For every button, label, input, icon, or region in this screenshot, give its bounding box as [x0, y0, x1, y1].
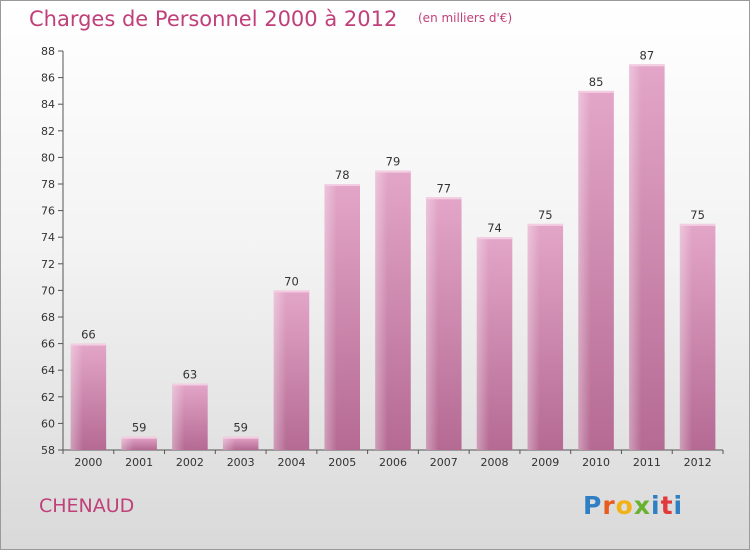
y-tick-label: 58 — [41, 444, 55, 457]
bar-highlight — [273, 290, 287, 450]
data-label: 75 — [690, 208, 705, 222]
x-tick-label: 2009 — [531, 456, 559, 469]
bar-top-edge — [679, 223, 716, 226]
bar-highlight — [121, 436, 134, 450]
y-tick-label: 60 — [41, 417, 55, 430]
x-tick-label: 2002 — [176, 456, 204, 469]
logo-letter: P — [583, 491, 603, 520]
y-tick-label: 74 — [41, 231, 55, 244]
bars — [70, 64, 716, 451]
chart-title: Charges de Personnel 2000 à 2012 (en mil… — [29, 7, 512, 35]
bar-top-edge — [324, 184, 360, 186]
bar-top-edge — [426, 197, 462, 200]
data-label: 78 — [335, 168, 350, 182]
y-tick-label: 84 — [41, 98, 55, 111]
bar-top-edge — [578, 90, 614, 93]
data-labels: 66 59 63 59 70 78 79 77 74 75 85 87 75 — [81, 48, 705, 434]
logo-letter: t — [660, 491, 674, 520]
chart-subtitle: (en milliers d'€) — [418, 11, 513, 25]
x-tick-label: 2001 — [125, 456, 153, 469]
bar-top-edge — [172, 383, 208, 386]
bar-top-edge — [121, 436, 157, 439]
bar-highlight — [222, 436, 236, 450]
bar-highlight — [70, 343, 84, 450]
bar-highlight — [679, 223, 693, 450]
data-label: 75 — [538, 208, 553, 222]
commune-name: CHENAUD — [39, 495, 135, 517]
bar-highlight — [476, 237, 490, 450]
y-tick-label: 62 — [41, 391, 55, 404]
bar-highlight — [172, 383, 185, 450]
bar-top-edge — [273, 290, 310, 293]
y-tick-label: 88 — [41, 45, 55, 58]
bar-top-edge — [629, 64, 665, 67]
bar-top-edge — [476, 237, 513, 240]
bar-top-edge — [70, 343, 107, 346]
axes: 58 60 62 64 66 68 70 72 74 76 78 80 82 84 86 88 2000 2001… — [41, 45, 724, 469]
y-tick-label: 82 — [41, 125, 55, 138]
y-tick-label: 64 — [41, 364, 55, 377]
bar-top-edge — [527, 223, 564, 226]
data-label: 74 — [487, 221, 502, 235]
x-tick-label: 2010 — [582, 456, 610, 469]
x-tick-label: 2004 — [277, 456, 305, 469]
bar-top-edge — [375, 170, 411, 173]
y-tick-label: 80 — [41, 151, 55, 164]
data-label: 66 — [81, 328, 96, 342]
y-tick-label: 68 — [41, 311, 55, 324]
bar-top-edge — [222, 436, 259, 439]
data-label: 85 — [589, 75, 604, 89]
y-tick-label: 66 — [41, 338, 55, 351]
bar-highlight — [375, 170, 388, 450]
data-label: 77 — [436, 181, 451, 195]
x-tick-label: 2003 — [227, 456, 255, 469]
data-label: 70 — [284, 274, 299, 288]
x-tick-label: 2011 — [633, 456, 661, 469]
y-tick-label: 72 — [41, 258, 55, 271]
bar-highlight — [426, 197, 439, 450]
data-label: 63 — [183, 368, 198, 382]
logo-letter: i — [651, 491, 661, 520]
y-tick-label: 76 — [41, 205, 55, 218]
x-tick-label: 2008 — [481, 456, 509, 469]
chart-title-text: Charges de Personnel 2000 à 2012 — [29, 7, 398, 31]
logo-letter: o — [615, 491, 634, 520]
y-tick-label: 78 — [41, 178, 55, 191]
data-label: 79 — [386, 155, 401, 169]
y-tick-label: 86 — [41, 72, 55, 85]
x-tick-label: 2006 — [379, 456, 407, 469]
logo-letter: r — [602, 491, 616, 520]
logo-letter: i — [673, 491, 684, 520]
logo-letter: x — [633, 491, 651, 520]
bar-highlight — [527, 223, 540, 450]
x-tick-label: 2007 — [430, 456, 458, 469]
x-tick-label: 2000 — [74, 456, 102, 469]
data-label: 59 — [233, 421, 248, 435]
data-label: 59 — [132, 421, 147, 435]
y-tick-label: 70 — [41, 284, 55, 297]
x-tick-label: 2012 — [684, 456, 712, 469]
x-tick-label: 2005 — [328, 456, 356, 469]
bar-highlight — [629, 64, 642, 451]
data-label: 87 — [640, 48, 655, 62]
bar-highlight — [578, 90, 591, 451]
proxiti-logo: Proxiti — [583, 491, 683, 520]
bar-highlight — [324, 184, 337, 450]
